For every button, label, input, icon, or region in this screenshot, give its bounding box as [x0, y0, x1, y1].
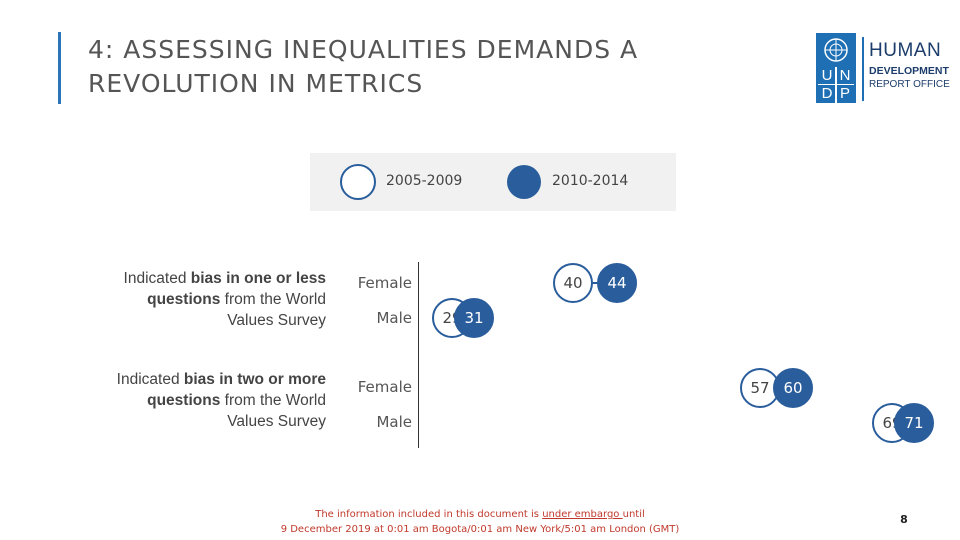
legend-label-2005-2009: 2005-2009	[386, 173, 463, 189]
title-accent-bar	[58, 32, 61, 104]
embargo-notice: The information included in this documen…	[240, 507, 720, 537]
category-label-male: Male	[376, 413, 412, 431]
undp-logo-block: U N D P	[816, 33, 856, 103]
dumbbell-connector	[573, 282, 617, 284]
embargo-text-line2: 9 December 2019 at 0:01 am Bogota/0:01 a…	[280, 524, 680, 535]
point-2010-2014: 71	[894, 403, 934, 443]
logo-text-human: HUMAN	[869, 40, 942, 61]
group-label-two-or-more-pre: Indicated	[116, 371, 184, 388]
group-label-one-or-less-post: from the World Values Survey	[220, 291, 326, 329]
undp-letter-n: N	[836, 67, 854, 84]
group-label-two-or-more-bold: bias in two or more questions	[147, 371, 326, 409]
category-label-male: Male	[376, 309, 412, 327]
embargo-text-line1-pre: The information included in this documen…	[315, 509, 543, 520]
legend-label-2010-2014: 2010-2014	[552, 173, 629, 189]
undp-grid-divider-h	[818, 84, 854, 85]
group-label-one-or-less-bold: bias in one or less questions	[147, 270, 326, 308]
undp-letter-u: U	[818, 67, 836, 84]
undp-grid-divider-v	[835, 67, 837, 103]
point-2010-2014: 44	[597, 263, 637, 303]
chart-legend: 2005-2009 2010-2014	[310, 153, 676, 211]
logo-text-report-office: REPORT OFFICE	[869, 79, 950, 90]
point-2005-2009: 40	[553, 263, 593, 303]
page-title: 4: ASSESSING INEQUALITIES DEMANDS A REVO…	[88, 35, 639, 98]
point-2010-2014: 60	[773, 368, 813, 408]
group-label-one-or-less: Indicated bias in one or less questions …	[110, 268, 326, 331]
category-label-female: Female	[357, 378, 412, 396]
embargo-text-underlined: under embargo	[542, 509, 623, 520]
group-label-one-or-less-pre: Indicated	[123, 270, 191, 287]
page-number: 8	[900, 513, 908, 526]
group-label-two-or-more-post: from the World Values Survey	[220, 392, 326, 430]
logo-text-development: DEVELOPMENT	[869, 65, 949, 77]
group-label-two-or-more: Indicated bias in two or more questions …	[110, 369, 326, 432]
logo-separator	[862, 37, 864, 101]
un-emblem-icon	[818, 35, 854, 65]
legend-marker-open	[340, 164, 376, 200]
undp-letter-d: D	[818, 85, 836, 102]
point-2010-2014: 31	[454, 298, 494, 338]
undp-letter-p: P	[836, 85, 854, 102]
legend-marker-filled	[507, 165, 541, 199]
chart-axis-line	[418, 262, 419, 448]
category-label-female: Female	[357, 274, 412, 292]
embargo-text-line1-post: until	[622, 509, 645, 520]
